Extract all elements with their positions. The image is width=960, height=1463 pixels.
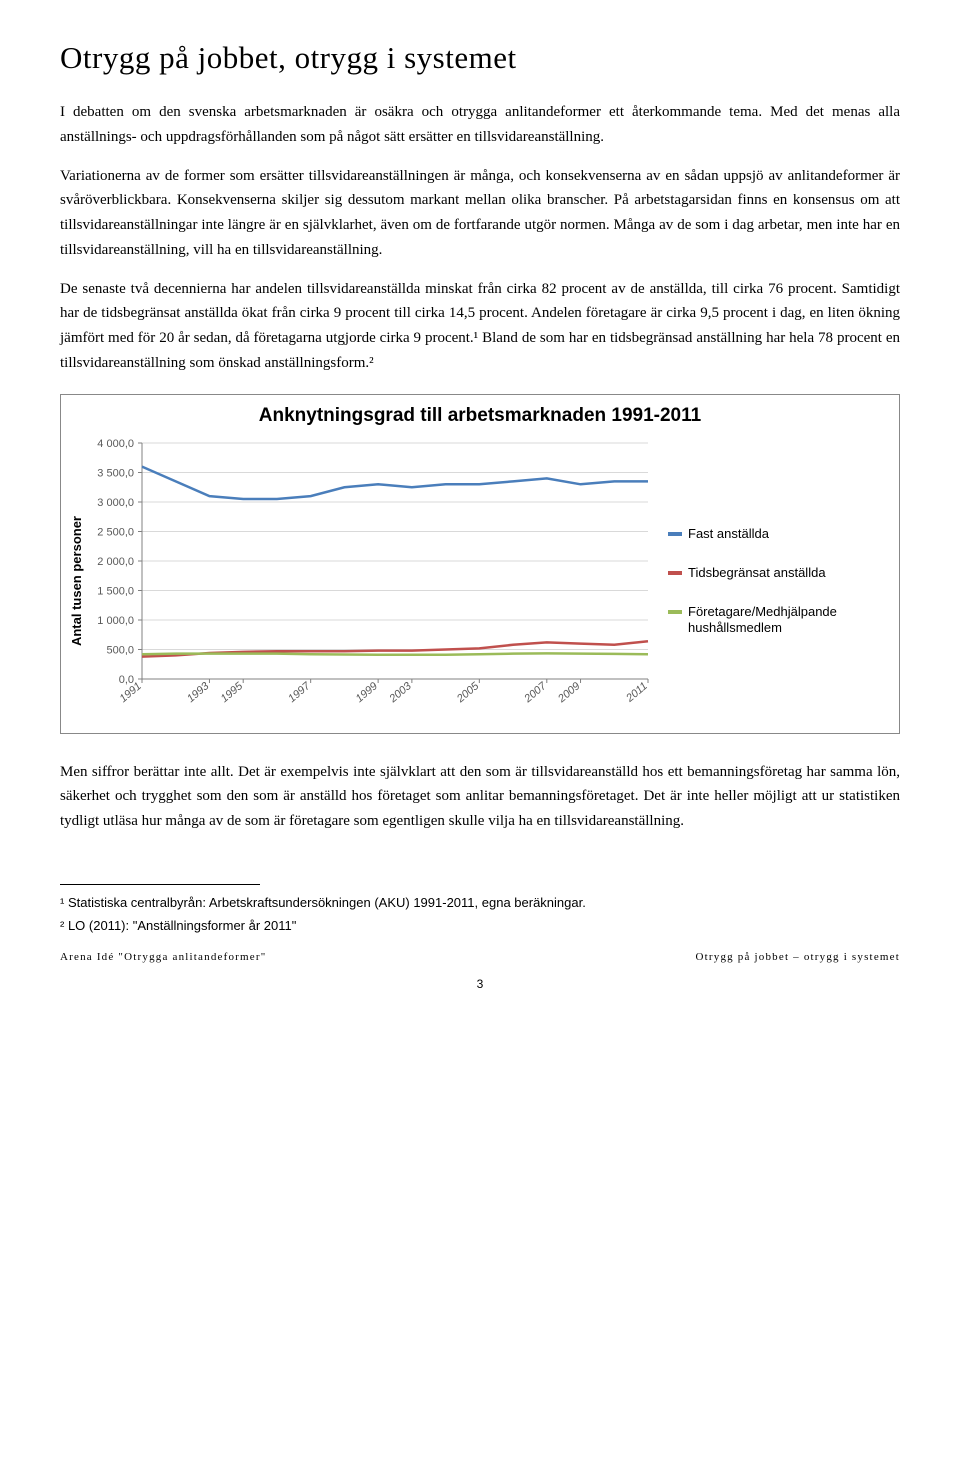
chart-container: Anknytningsgrad till arbetsmarknaden 199… — [60, 394, 900, 734]
svg-text:1999: 1999 — [354, 680, 380, 705]
svg-text:2007: 2007 — [521, 679, 549, 705]
svg-text:1997: 1997 — [286, 679, 313, 704]
footer-right: Otrygg på jobbet – otrygg i systemet — [695, 951, 900, 963]
chart-y-axis-label: Antal tusen personer — [67, 516, 86, 646]
line-chart: 0,0500,01 000,01 500,02 000,02 500,03 00… — [86, 437, 656, 727]
svg-text:3 000,0: 3 000,0 — [97, 497, 134, 509]
paragraph-3: De senaste två decennierna har andelen t… — [60, 277, 900, 376]
legend-label: Fast anställda — [688, 526, 769, 543]
svg-text:2005: 2005 — [454, 679, 482, 705]
svg-text:1995: 1995 — [219, 679, 246, 704]
footnotes: ¹ Statistiska centralbyrån: Arbetskrafts… — [60, 884, 900, 933]
legend-swatch — [668, 571, 682, 575]
legend-swatch — [668, 610, 682, 614]
svg-text:3 500,0: 3 500,0 — [97, 467, 134, 479]
chart-legend: Fast anställda Tidsbegränsat anställda För… — [656, 437, 846, 727]
footnote-1: ¹ Statistiska centralbyrån: Arbetskrafts… — [60, 895, 900, 910]
svg-text:1993: 1993 — [185, 679, 212, 704]
svg-text:2003: 2003 — [387, 679, 415, 705]
footer-left: Arena Idé "Otrygga anlitandeformer" — [60, 951, 266, 963]
footnote-separator — [60, 884, 260, 885]
legend-item: Tidsbegränsat anställda — [668, 565, 846, 582]
page-number: 3 — [60, 977, 900, 991]
chart-title: Anknytningsgrad till arbetsmarknaden 199… — [67, 405, 893, 427]
legend-item: Fast anställda — [668, 526, 846, 543]
page-footer: Arena Idé "Otrygga anlitandeformer" Otry… — [60, 951, 900, 963]
svg-text:1 000,0: 1 000,0 — [97, 615, 134, 627]
paragraph-1: I debatten om den svenska arbetsmarknade… — [60, 100, 900, 150]
paragraph-4: Men siffror berättar inte allt. Det är e… — [60, 760, 900, 834]
page-title: Otrygg på jobbet, otrygg i systemet — [60, 40, 900, 76]
footnote-2: ² LO (2011): "Anställningsformer år 2011… — [60, 918, 900, 933]
legend-label: Tidsbegränsat anställda — [688, 565, 826, 582]
svg-text:4 000,0: 4 000,0 — [97, 438, 134, 450]
svg-text:2011: 2011 — [623, 680, 650, 705]
svg-text:2009: 2009 — [555, 680, 582, 706]
svg-text:500,0: 500,0 — [106, 644, 134, 656]
svg-text:1 500,0: 1 500,0 — [97, 585, 134, 597]
legend-label: Företagare/Medhjälpande hushållsmedlem — [688, 604, 846, 638]
legend-item: Företagare/Medhjälpande hushållsmedlem — [668, 604, 846, 638]
svg-text:2 000,0: 2 000,0 — [97, 556, 134, 568]
legend-swatch — [668, 532, 682, 536]
paragraph-2: Variationerna av de former som ersätter … — [60, 164, 900, 263]
svg-text:2 500,0: 2 500,0 — [97, 526, 134, 538]
